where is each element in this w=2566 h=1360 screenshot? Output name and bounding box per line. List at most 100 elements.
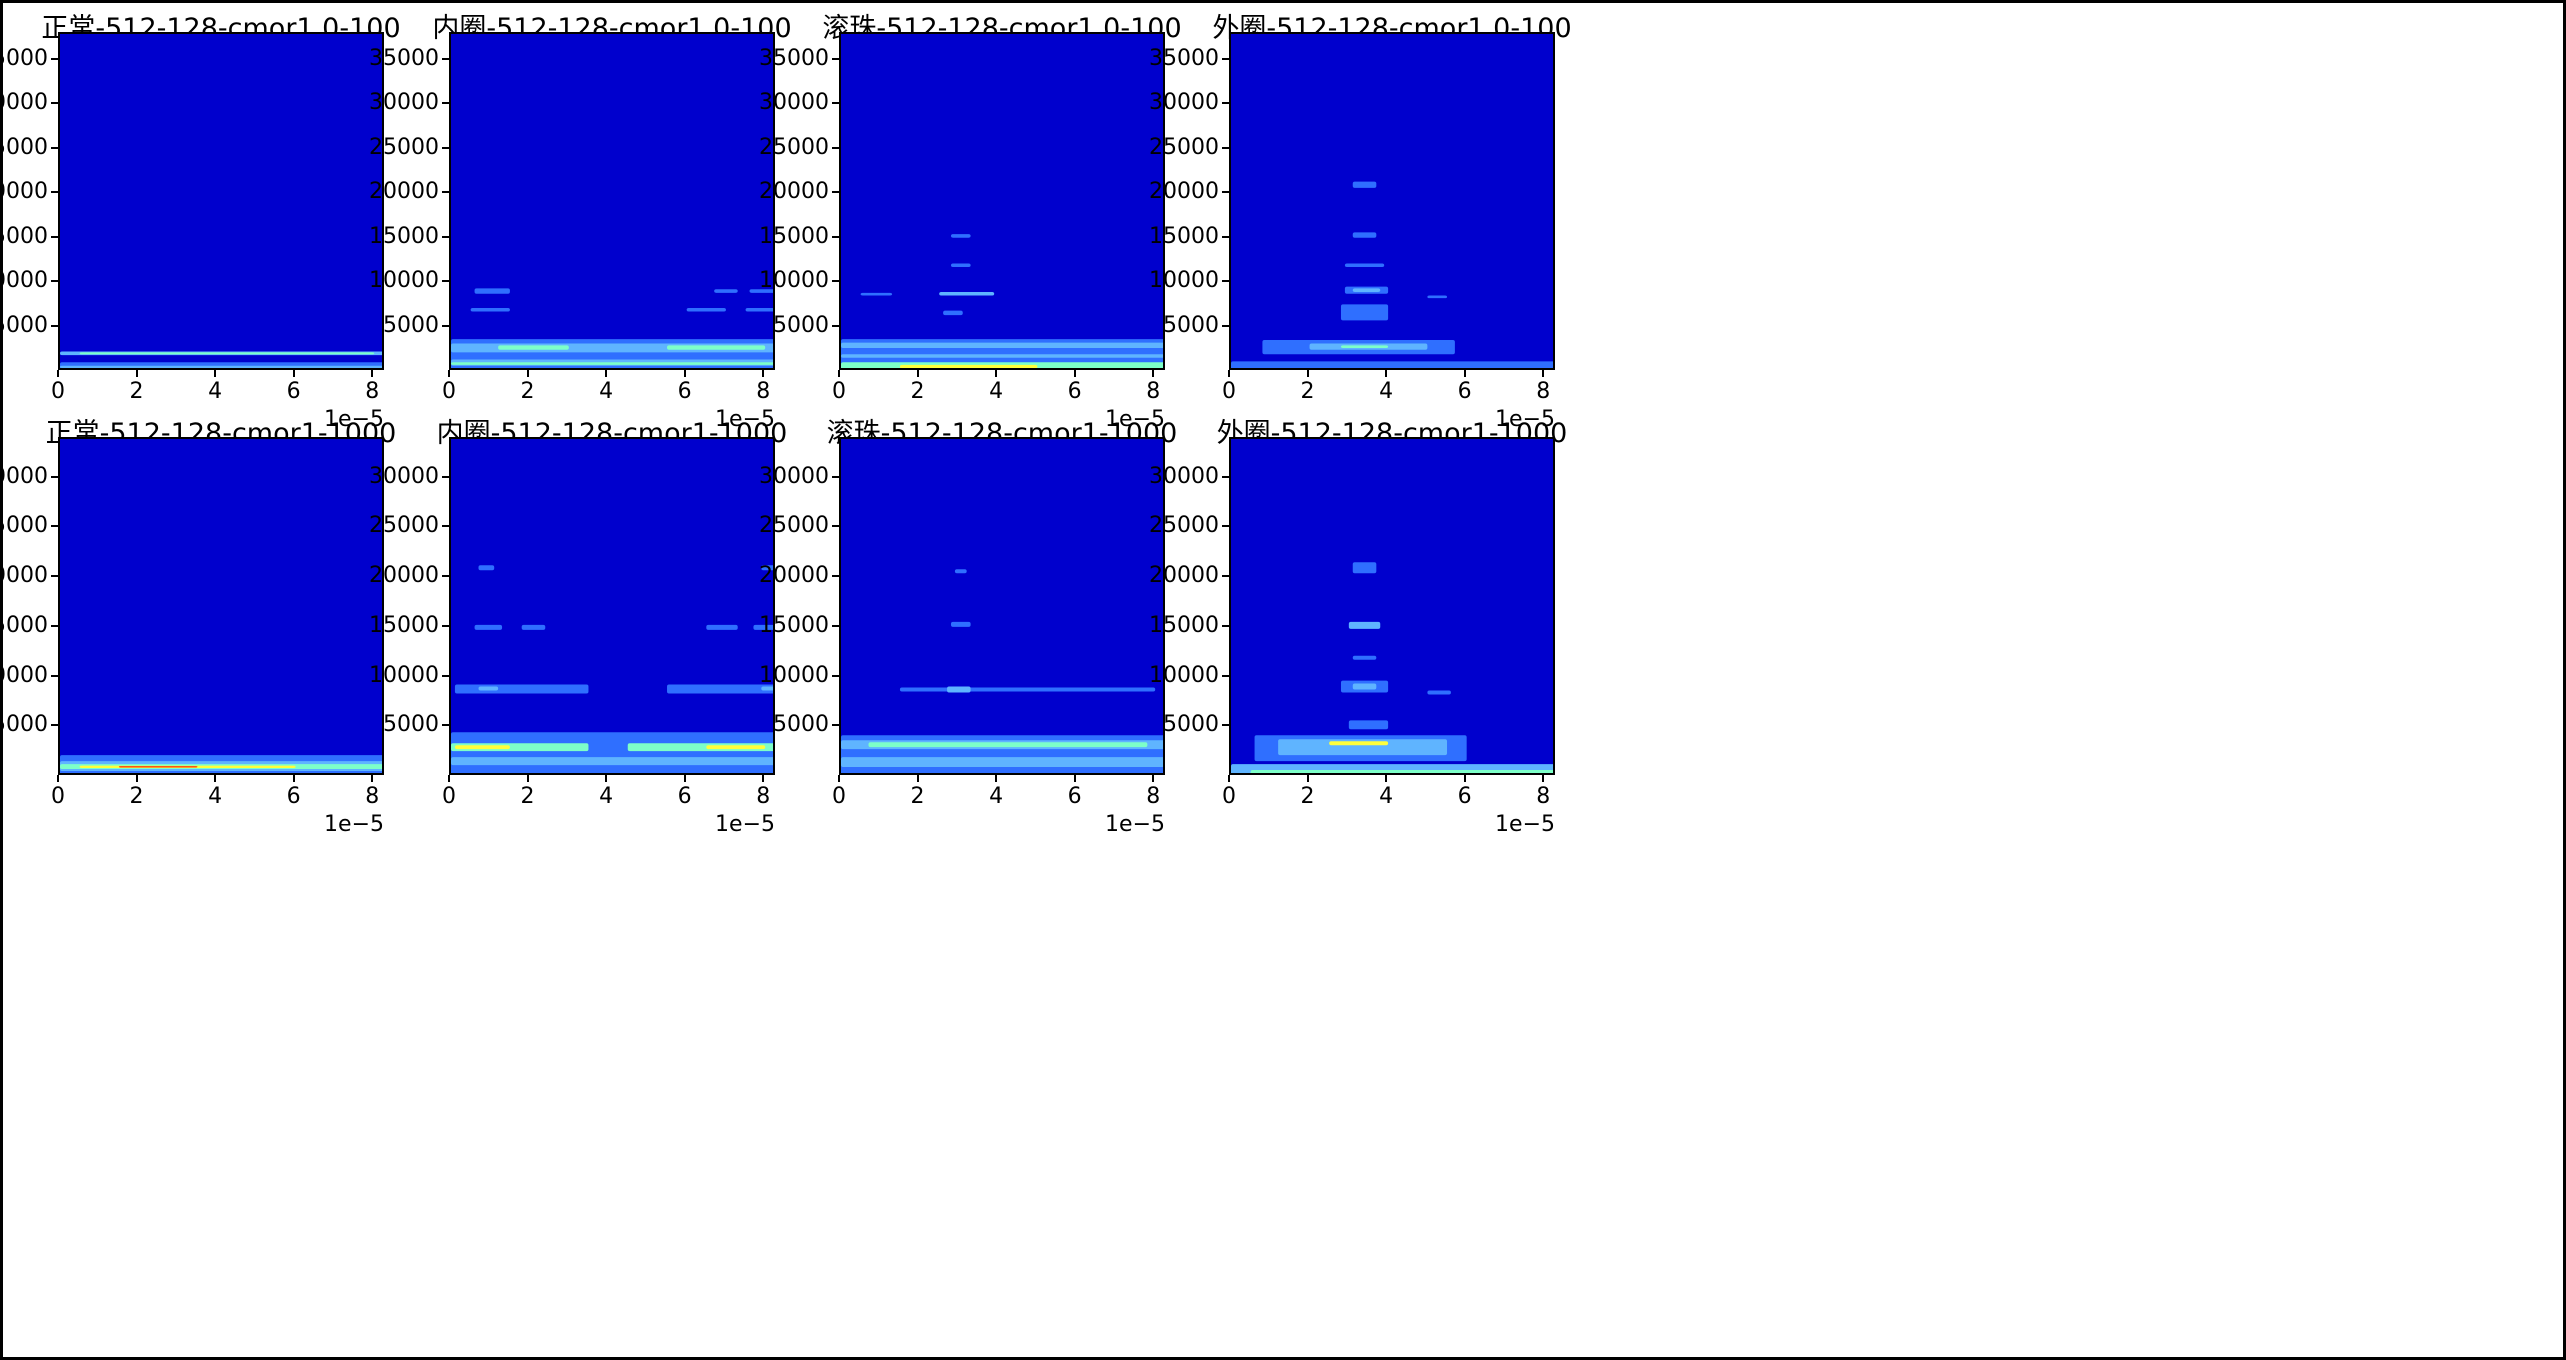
x-tick-mark xyxy=(1152,775,1155,782)
y-tick-label: 15000 xyxy=(0,223,48,249)
heatmap-band xyxy=(761,686,773,691)
y-tick-label: 20000 xyxy=(1149,563,1219,589)
heatmap-band xyxy=(1344,263,1385,268)
y-tick-mark xyxy=(1222,475,1229,478)
y-tick-mark xyxy=(51,624,58,627)
y-tick-label: 5000 xyxy=(383,712,439,738)
x-tick-mark xyxy=(605,370,608,377)
y-tick-label: 30000 xyxy=(1149,90,1219,116)
x-offset-label: 1e−5 xyxy=(1495,407,1555,432)
heatmap-svg xyxy=(841,234,1163,368)
x-tick-mark xyxy=(1542,775,1545,782)
y-tick-mark xyxy=(832,624,839,627)
y-tick-label: 35000 xyxy=(1149,45,1219,71)
heatmap-svg xyxy=(451,288,773,368)
x-tick-mark xyxy=(292,775,295,782)
x-tick-label: 4 xyxy=(208,379,223,404)
y-tick-label: 5000 xyxy=(773,312,829,338)
x-tick-mark xyxy=(683,370,686,377)
y-tick-label: 10000 xyxy=(369,268,439,294)
y-tick-label: 5000 xyxy=(0,312,48,338)
heatmap-band xyxy=(1352,655,1377,660)
heatmap-band xyxy=(470,307,510,312)
x-tick-label: 4 xyxy=(1379,784,1394,809)
heatmap-band xyxy=(706,745,766,750)
x-tick-label: 0 xyxy=(1222,379,1236,404)
x-offset-label: 1e−5 xyxy=(1495,812,1555,837)
y-tick-mark xyxy=(51,324,58,327)
x-tick-label: 2 xyxy=(910,784,925,809)
x-tick-mark xyxy=(1073,370,1076,377)
heatmap-plot-area xyxy=(449,437,775,775)
x-tick-label: 0 xyxy=(442,784,456,809)
heatmap-band xyxy=(899,364,1038,368)
heatmap-band xyxy=(1352,562,1377,574)
y-tick-label: 5000 xyxy=(383,312,439,338)
y-tick-label: 10000 xyxy=(759,268,829,294)
heatmap-band xyxy=(950,263,971,268)
heatmap-band xyxy=(753,624,773,630)
x-tick-mark xyxy=(526,370,529,377)
x-tick-mark xyxy=(683,775,686,782)
y-tick-mark xyxy=(832,475,839,478)
y-tick-label: 30000 xyxy=(0,463,48,489)
x-tick-label: 2 xyxy=(1300,784,1315,809)
x-tick-mark xyxy=(57,370,59,377)
x-tick-mark xyxy=(838,775,840,782)
y-tick-label: 15000 xyxy=(1149,612,1219,638)
y-tick-mark xyxy=(442,475,449,478)
x-tick-mark xyxy=(1228,775,1230,782)
x-tick-label: 6 xyxy=(677,379,692,404)
heatmap-band xyxy=(474,288,510,294)
x-tick-label: 8 xyxy=(756,379,771,404)
heatmap-band xyxy=(950,234,971,238)
x-tick-label: 8 xyxy=(1536,784,1551,809)
heatmap-band xyxy=(478,565,495,571)
y-tick-label: 25000 xyxy=(369,513,439,539)
heatmap-band xyxy=(943,310,963,316)
y-tick-mark xyxy=(51,724,58,727)
x-tick-mark xyxy=(57,775,59,782)
y-tick-mark xyxy=(832,724,839,727)
heatmap-band xyxy=(1250,770,1553,773)
x-offset-label: 1e−5 xyxy=(324,812,384,837)
y-tick-mark xyxy=(1222,624,1229,627)
heatmap-band xyxy=(451,732,773,773)
x-tick-label: 6 xyxy=(286,379,301,404)
y-tick-label: 5000 xyxy=(1163,712,1219,738)
heatmap-band xyxy=(860,292,893,296)
heatmap-band xyxy=(118,766,198,768)
heatmap-band xyxy=(1278,739,1448,756)
heatmap-band xyxy=(1231,361,1553,368)
y-tick-label: 5000 xyxy=(0,712,48,738)
heatmap-plot-area xyxy=(58,437,384,775)
y-tick-mark xyxy=(442,102,449,105)
y-tick-mark xyxy=(442,525,449,528)
y-tick-mark xyxy=(832,191,839,194)
x-tick-mark xyxy=(292,370,295,377)
y-tick-label: 20000 xyxy=(1149,179,1219,205)
x-tick-mark xyxy=(214,775,217,782)
x-tick-label: 2 xyxy=(910,379,925,404)
x-tick-mark xyxy=(1542,370,1545,377)
heatmap-band xyxy=(1352,232,1377,238)
heatmap-band xyxy=(686,307,726,312)
y-tick-label: 25000 xyxy=(1149,513,1219,539)
heatmap-band xyxy=(1352,288,1381,292)
x-tick-mark xyxy=(995,370,998,377)
x-tick-label: 4 xyxy=(599,784,614,809)
heatmap-band xyxy=(950,621,971,627)
heatmap-band xyxy=(1427,295,1448,299)
y-tick-mark xyxy=(51,57,58,60)
heatmap-plot-area xyxy=(1229,32,1555,370)
x-tick-label: 8 xyxy=(1536,379,1551,404)
y-tick-mark xyxy=(832,575,839,578)
y-tick-label: 15000 xyxy=(369,612,439,638)
y-tick-mark xyxy=(832,324,839,327)
y-tick-mark xyxy=(51,235,58,238)
x-tick-label: 2 xyxy=(1300,379,1315,404)
x-tick-label: 8 xyxy=(1146,784,1161,809)
x-tick-label: 6 xyxy=(286,784,301,809)
heatmap-band xyxy=(841,342,1163,348)
